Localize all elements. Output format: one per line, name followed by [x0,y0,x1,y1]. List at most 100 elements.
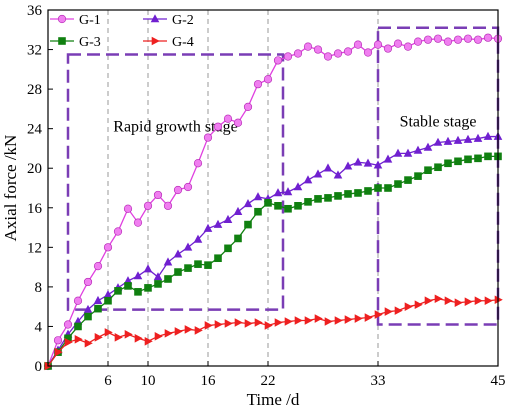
data-point-G-4 [64,337,73,347]
data-point-G-4 [204,321,213,330]
y-tick-label: 8 [35,280,43,296]
data-point-G-3 [324,194,332,202]
data-point-G-4 [234,318,243,327]
data-point-G-4 [324,317,333,326]
data-point-G-2 [243,199,253,208]
data-point-G-4 [304,316,313,325]
data-point-G-4 [154,332,163,341]
data-point-G-3 [304,198,312,206]
y-tick-label: 12 [27,240,42,256]
legend-marker-G-4 [151,36,160,46]
data-point-G-4 [404,302,413,311]
data-point-G-3 [394,180,402,188]
data-point-G-1 [403,42,413,51]
data-point-G-4 [364,313,373,322]
data-point-G-1 [353,40,363,49]
data-point-G-2 [163,257,173,266]
data-point-G-2 [273,188,283,197]
data-point-G-1 [253,80,263,89]
data-point-G-3 [414,172,422,180]
data-point-G-3 [164,275,172,283]
x-tick-label: 33 [371,373,386,389]
data-point-G-1 [463,34,473,43]
data-point-G-2 [293,182,303,191]
data-point-G-3 [314,195,322,203]
data-point-G-1 [263,75,273,84]
data-point-G-4 [254,318,263,327]
stage-label-1: Rapid growth stage [113,119,237,136]
data-point-G-4 [184,325,193,334]
data-point-G-3 [354,189,362,197]
data-point-G-4 [114,333,123,342]
legend-marker-G-1 [57,14,67,24]
data-point-G-3 [184,264,192,272]
data-point-G-3 [254,207,262,216]
series-G-1 [43,33,503,371]
data-point-G-1 [313,45,323,54]
data-point-G-1 [283,52,293,61]
data-point-G-4 [144,336,153,346]
data-point-G-4 [84,338,93,348]
data-point-G-1 [153,190,163,200]
legend-label-G-2: G-2 [172,13,194,28]
data-point-G-1 [373,40,383,49]
series-layer [43,33,503,371]
data-point-G-4 [174,327,183,336]
data-point-G-3 [244,220,252,229]
data-point-G-2 [83,304,93,313]
data-point-G-2 [393,148,403,157]
data-point-G-3 [144,284,152,292]
data-point-G-3 [124,282,132,290]
data-point-G-3 [284,204,292,213]
y-axis-title: Axial force /kN [1,135,20,242]
data-point-G-4 [424,296,433,306]
data-point-G-3 [234,234,242,243]
data-point-G-1 [413,37,423,46]
data-point-G-2 [373,160,383,169]
data-point-G-3 [204,261,212,269]
data-point-G-4 [264,321,273,330]
data-point-G-4 [294,316,303,325]
data-point-G-4 [134,334,143,343]
data-point-G-2 [103,290,113,299]
data-point-G-2 [173,249,183,258]
data-point-G-1 [163,201,173,210]
x-tick-label: 10 [141,373,156,389]
legend-marker-G-3 [58,37,66,45]
data-point-G-4 [434,294,443,304]
data-point-G-2 [203,223,213,232]
data-point-G-1 [393,39,403,48]
data-point-G-4 [354,314,363,323]
data-point-G-4 [214,320,223,329]
data-point-G-2 [133,271,143,280]
data-point-G-2 [303,175,313,184]
data-point-G-2 [153,272,163,281]
legend-label-G-1: G-1 [79,13,101,28]
data-point-G-3 [224,244,232,253]
data-point-G-2 [93,295,103,305]
data-point-G-1 [323,52,333,61]
stage-box-1 [66,53,285,311]
y-tick-label: 0 [35,359,43,375]
data-point-G-3 [404,176,412,184]
data-point-G-2 [183,242,193,251]
data-point-G-3 [294,202,302,210]
data-point-G-4 [344,315,353,324]
data-point-G-3 [134,288,142,296]
data-point-G-1 [193,159,203,168]
data-point-G-2 [333,170,343,179]
data-point-G-4 [414,300,423,309]
data-point-G-2 [343,161,353,170]
axis-ticks: 0 4 8 12 16 20 24 28 32 36 6 10 16 22 33 45 [27,3,506,389]
data-point-G-4 [494,295,503,305]
legend-label-G-3: G-3 [79,35,101,50]
series-line-G-4 [47,298,499,367]
data-point-G-1 [183,182,193,192]
data-point-G-4 [474,296,483,306]
data-point-G-3 [94,304,102,313]
x-tick-label: 16 [201,373,217,389]
data-point-G-2 [253,192,263,201]
plot-frame [47,9,499,367]
data-point-G-1 [273,56,283,65]
y-tick-label: 32 [27,43,42,59]
